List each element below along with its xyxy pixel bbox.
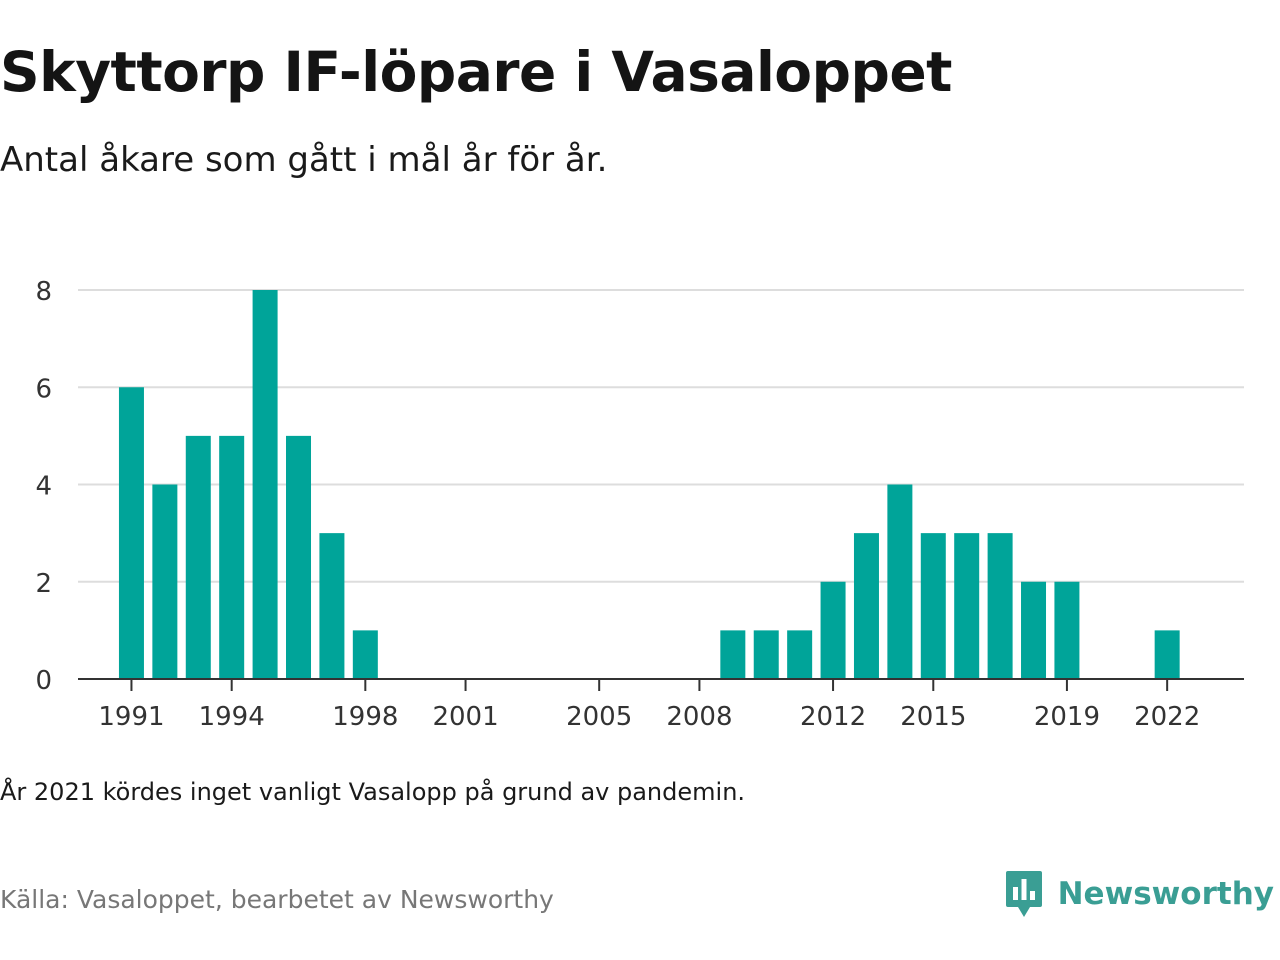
x-tick-label: 2015 [900, 702, 966, 732]
x-tick-label: 1998 [332, 702, 398, 732]
chart-title: Skyttorp IF-löpare i Vasaloppet [0, 40, 952, 104]
y-tick-label: 8 [35, 277, 52, 307]
bar-1992 [152, 484, 178, 679]
x-tick-label: 1991 [98, 702, 164, 732]
bar-1993 [185, 435, 211, 679]
bar-2018 [1021, 581, 1047, 679]
y-tick-label: 2 [35, 569, 52, 599]
brand: Newsworthy [1004, 868, 1274, 920]
axes: 0 2 4 6 8 1991 1994 1998 2001 2005 2008 2012 2015 201… [35, 277, 1244, 732]
x-tick-label: 2005 [566, 702, 632, 732]
x-tick-label: 2008 [666, 702, 732, 732]
bar-1995 [252, 290, 278, 679]
x-tick-label: 2019 [1034, 702, 1100, 732]
bar-2014 [887, 484, 913, 679]
bar-2013 [853, 533, 879, 679]
bar-2009 [720, 630, 746, 679]
y-tick-label: 4 [35, 472, 52, 502]
bar-2010 [753, 630, 779, 679]
chart-note: År 2021 kördes inget vanligt Vasalopp på… [0, 778, 746, 806]
bar-1994 [219, 435, 245, 679]
source-credit: Källa: Vasaloppet, bearbetet av Newswort… [0, 885, 554, 914]
newsworthy-logo-icon [1005, 871, 1042, 917]
bar-1991 [118, 387, 144, 679]
bar-1998 [352, 630, 378, 679]
x-tick-label: 1994 [199, 702, 265, 732]
x-tick-label: 2012 [800, 702, 866, 732]
bar-2022 [1154, 630, 1180, 679]
brand-name: Newsworthy [1057, 876, 1274, 912]
y-tick-label: 6 [35, 374, 52, 404]
bar-2012 [820, 581, 846, 679]
x-tick-label: 2022 [1134, 702, 1200, 732]
bar-2019 [1054, 581, 1080, 679]
chart-subtitle: Antal åkare som gått i mål år för år. [0, 140, 608, 180]
x-tick-label: 2001 [432, 702, 498, 732]
bar-2017 [987, 533, 1013, 679]
bars [118, 290, 1180, 679]
bar-2015 [920, 533, 946, 679]
y-tick-label: 0 [35, 666, 52, 696]
bar-2016 [954, 533, 980, 679]
bar-1997 [319, 533, 345, 679]
bar-2011 [787, 630, 813, 679]
bar-1996 [286, 435, 312, 679]
